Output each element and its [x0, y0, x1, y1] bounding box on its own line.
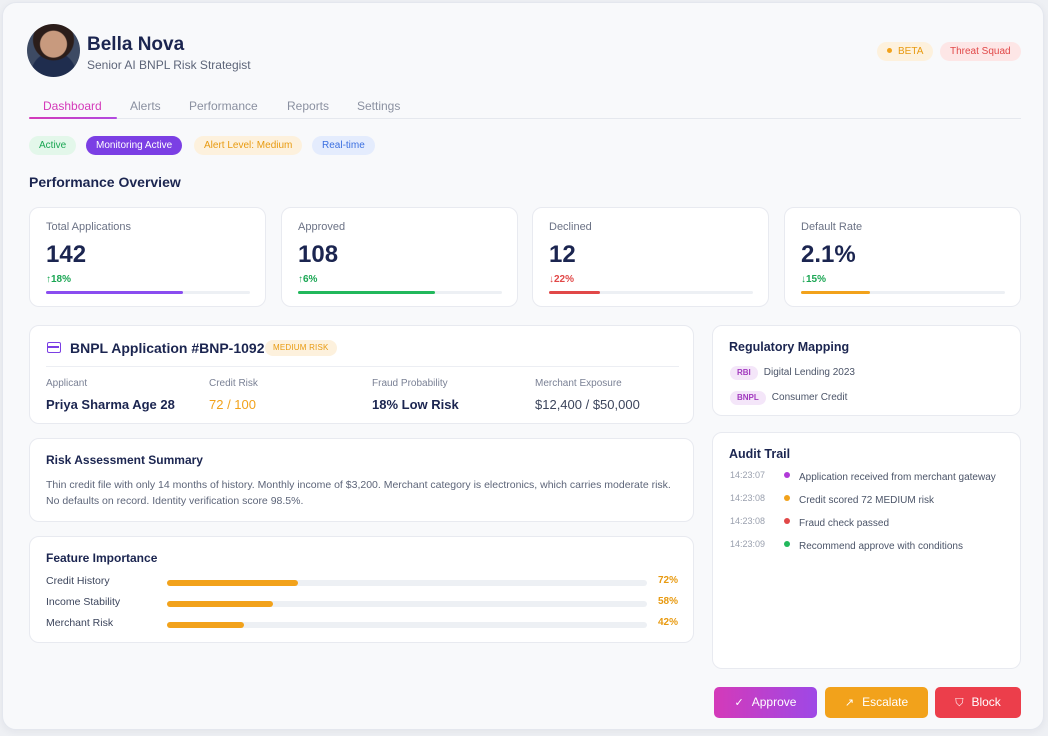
audit-dot-icon	[784, 495, 790, 501]
tab-bar: Dashboard Alerts Performance Reports Set…	[29, 97, 1021, 119]
risk-level-badge: MEDIUM RISK	[265, 340, 337, 356]
stat-progress-fill	[298, 291, 435, 294]
stat-label: Total Applications	[46, 221, 131, 233]
stat-label: Declined	[549, 221, 592, 233]
audit-message: Fraud check passed	[799, 518, 890, 529]
feature-bar-fill	[167, 580, 299, 586]
status-chip-monitoring[interactable]: Monitoring Active	[86, 136, 183, 155]
stat-change: ↓22%	[549, 274, 575, 285]
beta-dot-icon	[887, 47, 892, 53]
stat-progress-track	[298, 291, 502, 294]
regulatory-mapping-card: Regulatory Mapping RBI Digital Lending 20…	[712, 325, 1021, 416]
check-icon: ✓	[734, 697, 744, 709]
stat-card-declined: Declined 12 ↓22%	[532, 207, 769, 307]
audit-dot-icon	[784, 541, 790, 547]
audit-entry: 14:23:07 Application received from merch…	[730, 470, 1015, 484]
regulation-item: RBI Digital Lending 2023	[730, 364, 855, 380]
feature-bar-fill	[167, 622, 244, 628]
stat-change: ↑6%	[298, 274, 318, 285]
summary-title: Risk Assessment Summary	[46, 453, 203, 467]
feature-bar-track	[167, 622, 647, 628]
audit-message: Application received from merchant gatew…	[799, 472, 996, 483]
performance-title: Performance Overview	[29, 174, 181, 190]
audit-title: Audit Trail	[729, 447, 791, 461]
regulation-tag: BNPL	[730, 390, 766, 405]
application-card: BNPL Application #BNP-1092 MEDIUM RISK A…	[29, 325, 694, 424]
regulation-tag: RBI	[730, 365, 758, 380]
feature-bar-track	[167, 580, 647, 586]
audit-message: Recommend approve with conditions	[799, 541, 963, 552]
stat-label: Default Rate	[801, 221, 863, 233]
tab-alerts[interactable]: Alerts	[130, 99, 161, 113]
regulation-item: BNPL Consumer Credit	[730, 389, 847, 405]
stat-progress-fill	[46, 291, 183, 294]
stat-progress-fill	[801, 291, 871, 294]
audit-entry: 14:23:09 Recommend approve with conditio…	[730, 539, 1015, 553]
stat-progress-track	[801, 291, 1005, 294]
audit-dot-icon	[784, 472, 790, 478]
beta-badge: BETA	[877, 42, 934, 61]
stat-change: ↓15%	[801, 274, 827, 285]
profile-name: Bella Nova	[87, 34, 185, 55]
audit-time: 14:23:08	[730, 516, 766, 526]
feature-importance-card: Feature Importance Credit History 72% In…	[29, 536, 694, 643]
field-fraud-probability: Fraud Probability 18% Low Risk	[372, 378, 459, 412]
stat-progress-track	[549, 291, 753, 294]
audit-trail-card: Audit Trail 14:23:07 Application receive…	[712, 432, 1021, 669]
threat-squad-badge: Threat Squad	[940, 42, 1021, 61]
stat-card-default-rate: Default Rate 2.1% ↓15%	[784, 207, 1021, 307]
audit-entry: 14:23:08 Fraud check passed	[730, 516, 1015, 530]
tab-performance[interactable]: Performance	[189, 99, 258, 113]
audit-time: 14:23:08	[730, 493, 766, 503]
field-credit-risk: Credit Risk 72 / 100	[209, 378, 258, 412]
audit-time: 14:23:09	[730, 539, 766, 549]
audit-message: Credit scored 72 MEDIUM risk	[799, 495, 935, 506]
arrow-up-right-icon: ↗	[844, 697, 855, 709]
stat-progress-track	[46, 291, 250, 294]
escalate-button[interactable]: ↗ Escalate	[825, 687, 928, 718]
stat-card-total: Total Applications 142 ↑18%	[29, 207, 266, 307]
avatar	[27, 24, 80, 77]
field-merchant-exposure: Merchant Exposure $12,400 / $50,000	[535, 378, 640, 412]
stat-label: Approved	[298, 221, 346, 233]
status-chip-alert-level[interactable]: Alert Level: Medium	[194, 136, 303, 155]
status-chip-active[interactable]: Active	[29, 136, 77, 155]
feature-bar-track	[167, 601, 647, 607]
regulatory-title: Regulatory Mapping	[729, 340, 850, 354]
audit-entry: 14:23:08 Credit scored 72 MEDIUM risk	[730, 493, 1015, 507]
profile-role: Senior AI BNPL Risk Strategist	[87, 58, 251, 72]
block-button[interactable]: ⛉ Block	[935, 687, 1021, 718]
credit-card-icon	[47, 342, 61, 353]
audit-dot-icon	[784, 518, 790, 524]
stat-card-approved: Approved 108 ↑6%	[281, 207, 518, 307]
shield-icon: ⛉	[955, 697, 964, 709]
status-chip-realtime[interactable]: Real-time	[312, 136, 375, 155]
tab-settings[interactable]: Settings	[357, 99, 401, 113]
tab-dashboard[interactable]: Dashboard	[43, 99, 102, 113]
tab-reports[interactable]: Reports	[287, 99, 330, 113]
feature-row: Credit History 72%	[46, 575, 678, 587]
feature-bar-fill	[167, 601, 273, 607]
risk-summary-card: Risk Assessment Summary Thin credit file…	[29, 438, 694, 522]
active-tab-indicator	[29, 117, 117, 119]
summary-text: Thin credit file with only 14 months of …	[46, 479, 671, 507]
audit-time: 14:23:07	[730, 470, 766, 480]
application-title: BNPL Application #BNP-1092	[70, 340, 265, 356]
feature-row: Income Stability 58%	[46, 596, 678, 608]
stat-value: 12	[549, 241, 576, 268]
stat-progress-fill	[549, 291, 600, 294]
stat-value: 108	[298, 241, 339, 268]
approve-button[interactable]: ✓ Approve	[714, 687, 817, 718]
feature-importance-title: Feature Importance	[46, 551, 158, 565]
feature-row: Merchant Risk 42%	[46, 617, 678, 629]
stat-value: 142	[46, 241, 87, 268]
stat-value: 2.1%	[801, 241, 856, 268]
field-applicant: Applicant Priya Sharma Age 28	[46, 378, 175, 412]
divider	[46, 366, 679, 367]
stat-change: ↑18%	[46, 274, 72, 285]
